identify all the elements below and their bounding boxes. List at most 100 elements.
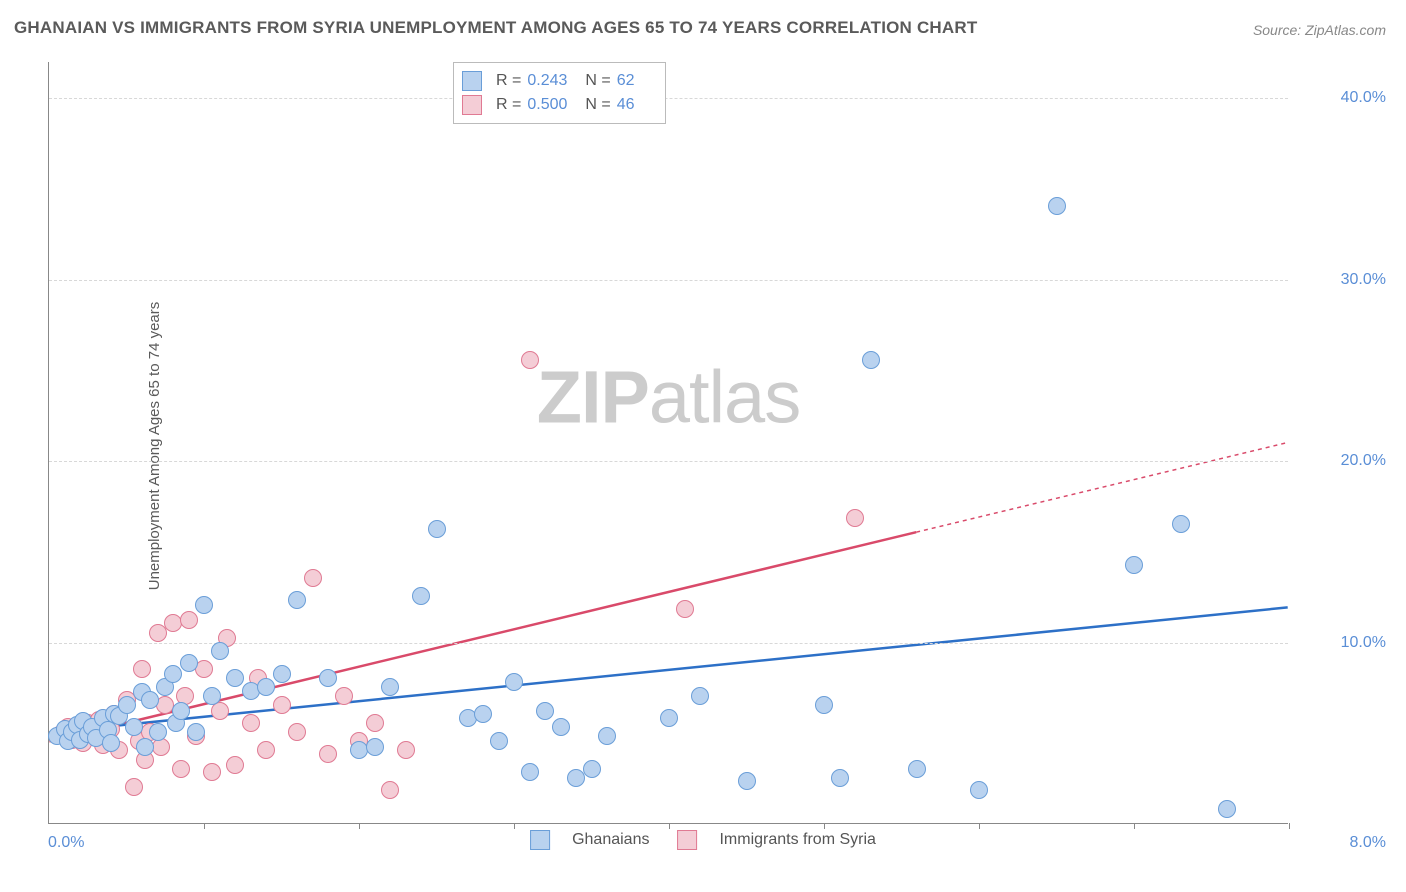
- scatter-point-a: [552, 718, 570, 736]
- scatter-point-b: [257, 741, 275, 759]
- legend-item-b: Immigrants from Syria: [677, 830, 875, 850]
- r-value-b: 0.500: [527, 96, 567, 114]
- n-label: N =: [585, 72, 610, 90]
- scatter-point-a: [831, 769, 849, 787]
- x-axis-max-label: 8.0%: [1350, 834, 1386, 852]
- scatter-point-a: [490, 732, 508, 750]
- scatter-point-a: [203, 687, 221, 705]
- x-tick: [359, 823, 360, 829]
- n-value-b: 46: [617, 96, 635, 114]
- scatter-point-a: [226, 669, 244, 687]
- trend-line-b-extrapolated: [916, 443, 1288, 533]
- legend-stats-box: R = 0.243 N = 62 R = 0.500 N = 46: [453, 62, 666, 124]
- scatter-point-b: [676, 600, 694, 618]
- scatter-point-b: [319, 745, 337, 763]
- scatter-point-a: [288, 591, 306, 609]
- scatter-point-a: [521, 763, 539, 781]
- scatter-point-a: [1048, 197, 1066, 215]
- scatter-point-a: [970, 781, 988, 799]
- scatter-point-a: [1125, 556, 1143, 574]
- scatter-point-b: [304, 569, 322, 587]
- scatter-point-a: [908, 760, 926, 778]
- scatter-point-a: [273, 665, 291, 683]
- x-tick: [824, 823, 825, 829]
- scatter-point-a: [195, 596, 213, 614]
- scatter-point-b: [226, 756, 244, 774]
- r-label: R =: [496, 96, 521, 114]
- n-label: N =: [585, 96, 610, 114]
- scatter-point-a: [149, 723, 167, 741]
- scatter-point-b: [366, 714, 384, 732]
- scatter-point-b: [521, 351, 539, 369]
- legend-swatch-a: [530, 830, 550, 850]
- plot-area: ZIPatlas: [48, 62, 1288, 824]
- legend-item-a: Ghanaians: [530, 830, 649, 850]
- scatter-point-a: [691, 687, 709, 705]
- scatter-point-b: [125, 778, 143, 796]
- scatter-point-a: [180, 654, 198, 672]
- scatter-point-a: [505, 673, 523, 691]
- y-tick-label: 20.0%: [1341, 452, 1386, 470]
- scatter-point-b: [203, 763, 221, 781]
- scatter-point-b: [195, 660, 213, 678]
- x-tick: [1289, 823, 1290, 829]
- scatter-point-a: [118, 696, 136, 714]
- legend-swatch-a: [462, 71, 482, 91]
- y-tick-label: 30.0%: [1341, 271, 1386, 289]
- source-citation: Source: ZipAtlas.com: [1253, 22, 1386, 38]
- x-tick: [669, 823, 670, 829]
- grid-line: [49, 461, 1288, 462]
- scatter-point-a: [660, 709, 678, 727]
- legend-stats-row-b: R = 0.500 N = 46: [462, 93, 653, 117]
- r-label: R =: [496, 72, 521, 90]
- scatter-point-a: [125, 718, 143, 736]
- y-tick-label: 10.0%: [1341, 634, 1386, 652]
- scatter-point-a: [102, 734, 120, 752]
- scatter-point-a: [257, 678, 275, 696]
- scatter-point-b: [846, 509, 864, 527]
- x-tick: [979, 823, 980, 829]
- y-tick-label: 40.0%: [1341, 89, 1386, 107]
- legend-swatch-b: [462, 95, 482, 115]
- scatter-point-a: [187, 723, 205, 741]
- scatter-point-a: [536, 702, 554, 720]
- r-value-a: 0.243: [527, 72, 567, 90]
- scatter-point-a: [738, 772, 756, 790]
- scatter-point-b: [242, 714, 260, 732]
- legend-series-box: Ghanaians Immigrants from Syria: [530, 830, 876, 850]
- scatter-point-a: [815, 696, 833, 714]
- x-tick: [204, 823, 205, 829]
- scatter-point-b: [180, 611, 198, 629]
- scatter-point-b: [133, 660, 151, 678]
- scatter-point-a: [412, 587, 430, 605]
- x-tick: [1134, 823, 1135, 829]
- scatter-point-b: [288, 723, 306, 741]
- chart-title: GHANAIAN VS IMMIGRANTS FROM SYRIA UNEMPL…: [14, 18, 977, 38]
- scatter-point-a: [164, 665, 182, 683]
- grid-line: [49, 280, 1288, 281]
- scatter-point-b: [335, 687, 353, 705]
- scatter-point-a: [598, 727, 616, 745]
- scatter-point-a: [136, 738, 154, 756]
- scatter-point-a: [141, 691, 159, 709]
- legend-swatch-b: [677, 830, 697, 850]
- scatter-point-b: [172, 760, 190, 778]
- scatter-point-a: [172, 702, 190, 720]
- scatter-point-a: [366, 738, 384, 756]
- scatter-point-a: [319, 669, 337, 687]
- scatter-point-a: [211, 642, 229, 660]
- scatter-point-b: [381, 781, 399, 799]
- scatter-point-a: [1172, 515, 1190, 533]
- scatter-point-a: [474, 705, 492, 723]
- legend-label-b: Immigrants from Syria: [719, 831, 875, 849]
- scatter-point-a: [428, 520, 446, 538]
- scatter-point-a: [862, 351, 880, 369]
- x-tick: [514, 823, 515, 829]
- legend-label-a: Ghanaians: [572, 831, 649, 849]
- scatter-point-b: [397, 741, 415, 759]
- grid-line: [49, 98, 1288, 99]
- scatter-point-a: [381, 678, 399, 696]
- legend-stats-row-a: R = 0.243 N = 62: [462, 69, 653, 93]
- scatter-point-a: [583, 760, 601, 778]
- x-axis-min-label: 0.0%: [48, 834, 84, 852]
